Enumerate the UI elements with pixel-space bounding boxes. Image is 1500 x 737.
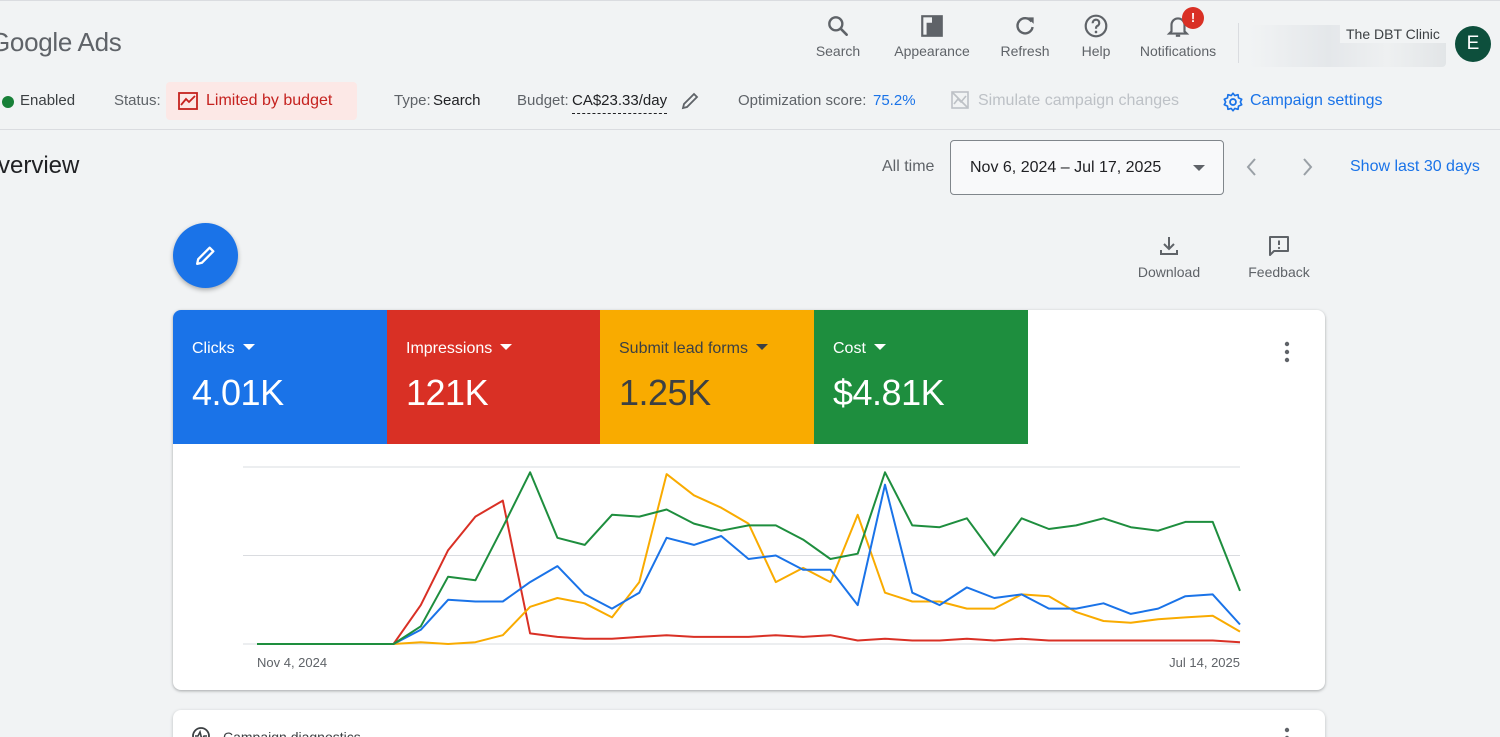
appearance-icon [921, 15, 943, 37]
notifications-tool-button[interactable]: ! Notifications [1132, 7, 1224, 59]
metric-selector-cost[interactable]: Cost [833, 340, 886, 358]
series-line-cost[interactable] [257, 471, 1241, 645]
metric-label: Clicks [192, 340, 235, 357]
status-badge-text: Limited by budget [206, 92, 333, 109]
feedback-label: Feedback [1248, 264, 1310, 280]
budget-label: Budget: [517, 92, 569, 109]
edit-fab-button[interactable] [173, 223, 238, 288]
metric-label: Cost [833, 340, 866, 357]
series-line-submit-lead-forms[interactable] [257, 473, 1241, 645]
dropdown-arrow-icon [242, 343, 255, 350]
performance-line-chart: Nov 4, 2024 Jul 14, 2025 [243, 466, 1241, 670]
campaign-settings-button[interactable]: Campaign settings [1250, 92, 1383, 109]
enabled-status[interactable]: Enabled [20, 92, 76, 109]
chevron-down-icon [1193, 165, 1205, 171]
brand-logo[interactable]: Google Ads [0, 27, 122, 57]
notification-badge: ! [1182, 7, 1204, 29]
refresh-tool-button[interactable]: Refresh [996, 13, 1054, 59]
search-icon [828, 16, 848, 36]
header-divider [0, 129, 1500, 130]
type-label: Type: [394, 92, 431, 109]
budget-value[interactable]: CA$23.33/day [572, 86, 668, 114]
date-range-preset-label: All time [882, 158, 935, 175]
metric-tile-impressions[interactable]: Impressions 121K [387, 310, 601, 444]
simulate-campaign-changes-button[interactable]: Simulate campaign changes [978, 92, 1180, 109]
status-label: Status: [114, 92, 161, 109]
metric-selector-submit-lead-forms[interactable]: Submit lead forms [619, 340, 768, 358]
pencil-icon [196, 246, 215, 265]
metric-tile-clicks[interactable]: Clicks 4.01K [173, 310, 387, 444]
notifications-tool-label: Notifications [1139, 43, 1217, 59]
campaign-status-bar: Enabled Status: Limited by budget Type: … [0, 82, 1500, 128]
dropdown-arrow-icon [755, 343, 768, 350]
date-range-picker[interactable]: Nov 6, 2024 – Jul 17, 2025 [950, 140, 1224, 195]
x-axis-start-label: Nov 4, 2024 [257, 655, 327, 670]
account-name[interactable]: The DBT Clinic [1340, 25, 1450, 43]
refresh-tool-label: Refresh [1000, 43, 1050, 59]
dropdown-arrow-icon [873, 343, 886, 350]
gear-icon [1223, 92, 1243, 112]
page-title: verview [0, 152, 80, 179]
x-axis-end-label: Jul 14, 2025 [1169, 655, 1240, 670]
bell-icon [1166, 17, 1190, 37]
top-bar: Google Ads Search Appearance Refresh Hel… [0, 0, 1500, 78]
optimization-score-value[interactable]: 75.2% [873, 92, 916, 109]
download-icon [1160, 237, 1178, 255]
type-value: Search [433, 92, 481, 109]
optimization-score-label: Optimization score: [738, 92, 867, 109]
metric-label: Submit lead forms [619, 340, 748, 357]
appearance-tool-button[interactable]: Appearance [890, 13, 974, 59]
avatar[interactable]: E [1455, 26, 1491, 62]
toolbar-divider [1238, 23, 1239, 63]
campaign-diagnostics-card[interactable]: Campaign diagnostics [173, 710, 1325, 737]
enabled-status-dot-icon [2, 96, 14, 108]
search-tool-button[interactable]: Search [814, 13, 862, 59]
more-options-kebab-icon[interactable] [1279, 340, 1295, 364]
simulate-chart-off-icon [951, 91, 969, 109]
series-line-impressions[interactable] [257, 499, 1241, 645]
campaign-diagnostics-title: Campaign diagnostics [223, 729, 361, 737]
metric-value: 4.01K [192, 372, 284, 413]
performance-chart-card: Clicks 4.01K Impressions 121K Submit lea… [173, 310, 1325, 690]
help-tool-label: Help [1081, 43, 1111, 59]
download-label: Download [1137, 264, 1201, 280]
feedback-icon [1269, 236, 1289, 256]
series-line-clicks[interactable] [257, 483, 1241, 645]
refresh-icon [1016, 17, 1034, 35]
previous-period-chevron-icon[interactable] [1242, 156, 1262, 178]
metric-label: Impressions [406, 340, 493, 357]
edit-budget-pencil-icon[interactable] [680, 91, 700, 111]
next-period-chevron-icon[interactable] [1297, 156, 1317, 178]
dropdown-arrow-icon [500, 343, 513, 350]
metric-value: 1.25K [619, 372, 711, 413]
feedback-button[interactable]: Feedback [1244, 234, 1314, 280]
metric-selector-clicks[interactable]: Clicks [192, 340, 255, 358]
download-button[interactable]: Download [1134, 234, 1204, 280]
metric-value: 121K [406, 372, 489, 413]
metric-value: $4.81K [833, 372, 945, 413]
status-badge[interactable]: Limited by budget [166, 82, 357, 120]
help-tool-button[interactable]: Help [1078, 13, 1114, 59]
metric-tile-cost[interactable]: Cost $4.81K [814, 310, 1028, 444]
appearance-tool-label: Appearance [894, 43, 970, 59]
show-last-30-days-link[interactable]: Show last 30 days [1350, 158, 1480, 175]
search-tool-label: Search [815, 43, 861, 59]
metric-tile-submit-lead-forms[interactable]: Submit lead forms 1.25K [600, 310, 814, 444]
help-icon [1084, 14, 1108, 38]
diagnostics-icon [192, 727, 210, 737]
more-options-kebab-icon[interactable] [1279, 726, 1295, 737]
metric-selector-impressions[interactable]: Impressions [406, 340, 513, 358]
trend-chart-icon [178, 92, 198, 110]
date-range-value: Nov 6, 2024 – Jul 17, 2025 [970, 159, 1162, 176]
